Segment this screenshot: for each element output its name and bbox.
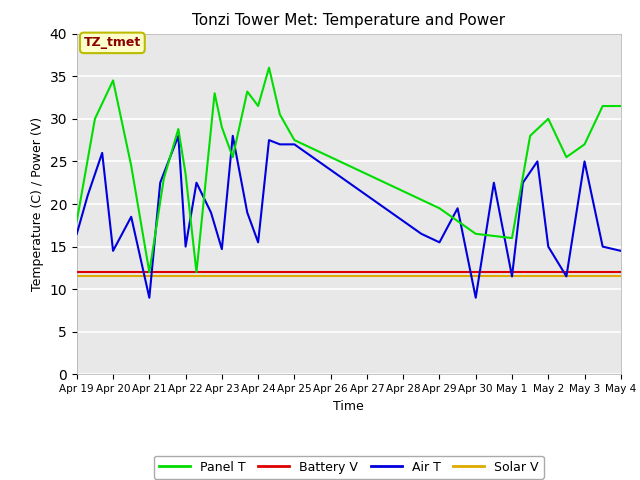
Air T [145, 295, 153, 300]
Panel T [182, 171, 189, 177]
Panel T [193, 269, 200, 275]
Air T [229, 133, 237, 139]
Air T [156, 180, 164, 186]
Air T [327, 167, 335, 173]
Air T [182, 244, 189, 250]
Air T [73, 231, 81, 237]
Air T [381, 205, 389, 211]
Air T [218, 246, 226, 252]
Panel T [218, 124, 226, 130]
Panel T [381, 180, 389, 186]
Air T [345, 180, 353, 186]
Air T [207, 210, 215, 216]
Panel T [363, 171, 371, 177]
Panel T [472, 231, 479, 237]
Panel T [160, 176, 168, 181]
Panel T [229, 154, 237, 160]
Panel T [175, 126, 182, 132]
Air T [563, 274, 570, 279]
Air T [276, 142, 284, 147]
Air T [109, 248, 117, 254]
Air T [508, 274, 516, 279]
Air T [399, 218, 407, 224]
X-axis label: Time: Time [333, 400, 364, 413]
Panel T [211, 90, 218, 96]
Air T [417, 231, 425, 237]
Panel T [109, 78, 117, 84]
Legend: Panel T, Battery V, Air T, Solar V: Panel T, Battery V, Air T, Solar V [154, 456, 544, 479]
Panel T [291, 137, 298, 143]
Air T [436, 240, 444, 245]
Panel T [580, 142, 588, 147]
Line: Air T: Air T [77, 136, 621, 298]
Air T [534, 158, 541, 164]
Air T [99, 150, 106, 156]
Line: Panel T: Panel T [77, 68, 621, 272]
Air T [175, 133, 182, 139]
Panel T [563, 154, 570, 160]
Air T [84, 192, 92, 198]
Panel T [276, 112, 284, 118]
Panel T [327, 154, 335, 160]
Air T [617, 248, 625, 254]
Title: Tonzi Tower Met: Temperature and Power: Tonzi Tower Met: Temperature and Power [192, 13, 506, 28]
Air T [454, 205, 461, 211]
Air T [254, 240, 262, 245]
Air T [363, 192, 371, 198]
Panel T [145, 269, 153, 275]
Panel T [91, 116, 99, 121]
Panel T [599, 103, 607, 109]
Air T [193, 180, 200, 186]
Air T [308, 154, 316, 160]
Air T [265, 137, 273, 143]
Air T [291, 142, 298, 147]
Air T [243, 210, 251, 216]
Panel T [399, 188, 407, 194]
Panel T [308, 146, 316, 152]
Air T [472, 295, 479, 300]
Panel T [436, 205, 444, 211]
Panel T [617, 103, 625, 109]
Text: TZ_tmet: TZ_tmet [84, 36, 141, 49]
Panel T [508, 235, 516, 241]
Air T [580, 158, 588, 164]
Panel T [345, 163, 353, 168]
Panel T [73, 218, 81, 224]
Panel T [417, 197, 425, 203]
Panel T [127, 163, 135, 168]
Air T [519, 180, 527, 186]
Y-axis label: Temperature (C) / Power (V): Temperature (C) / Power (V) [31, 117, 44, 291]
Panel T [254, 103, 262, 109]
Panel T [526, 133, 534, 139]
Panel T [265, 65, 273, 71]
Air T [599, 244, 607, 250]
Panel T [545, 116, 552, 121]
Panel T [243, 89, 251, 95]
Air T [545, 244, 552, 250]
Air T [490, 180, 498, 186]
Air T [127, 214, 135, 220]
